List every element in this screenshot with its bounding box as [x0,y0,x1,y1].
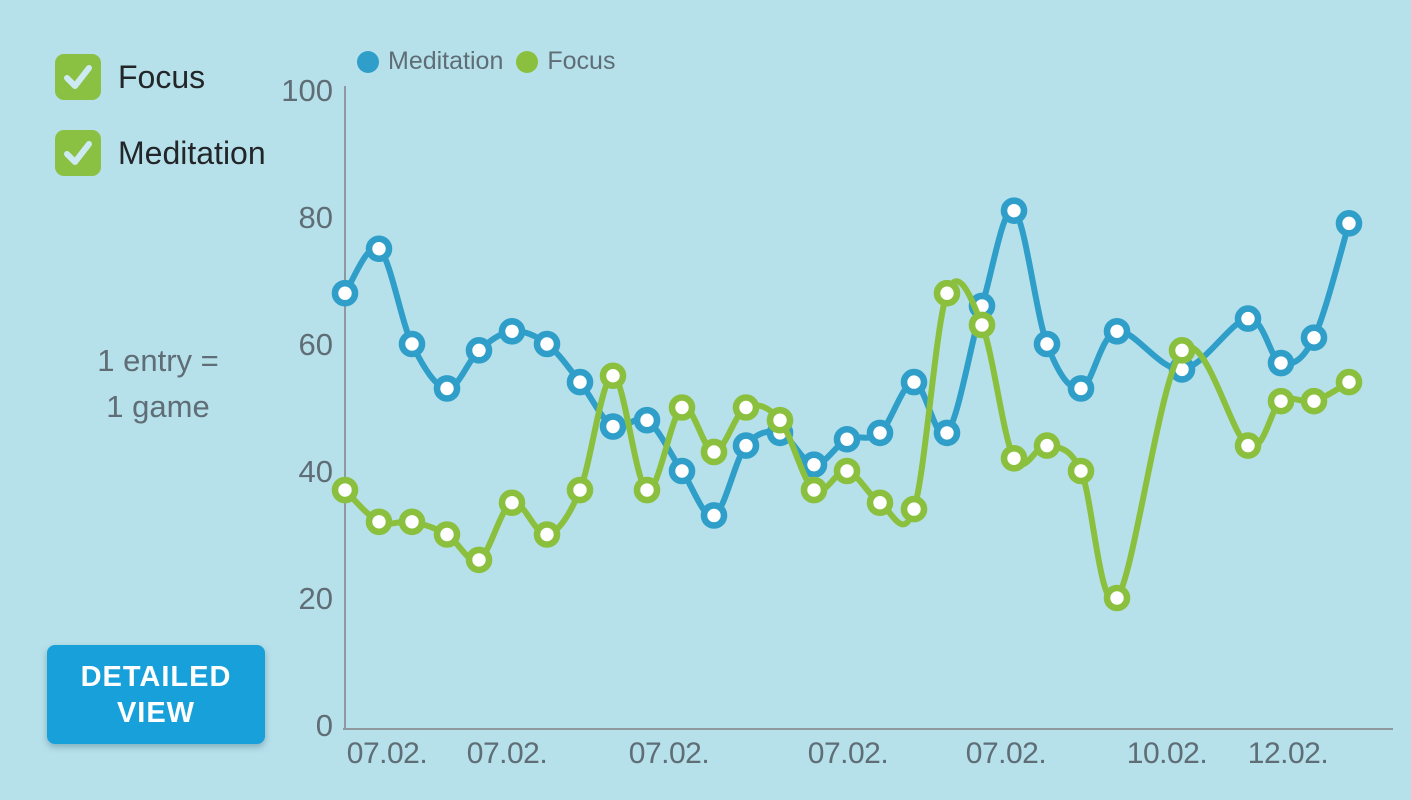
detailed-view-button-line1: DETAILED [80,660,232,693]
legend-item-meditation: Meditation [357,47,503,76]
detailed-view-button-line2: VIEW [116,696,196,729]
svg-text:07.02.: 07.02. [629,737,709,770]
focus-legend-label: Focus [547,47,616,75]
entry-note-line2: 1 game [106,389,210,424]
focus-checkbox-row[interactable]: Focus [55,54,205,100]
svg-text:80: 80 [299,200,333,235]
svg-text:07.02.: 07.02. [808,737,888,770]
chart-legend: Meditation Focus [357,47,628,76]
svg-text:07.02.: 07.02. [467,737,547,770]
svg-text:07.02.: 07.02. [347,737,427,770]
svg-text:0: 0 [316,708,333,743]
focus-checkbox-label: Focus [118,58,206,95]
svg-text:12.02.: 12.02. [1248,737,1328,770]
entry-note: 1 entry = 1 game [58,338,258,430]
focus-legend-dot-icon [516,50,539,73]
meditation-legend-dot-icon [357,50,379,73]
legend-item-focus: Focus [516,47,615,76]
checkmark-icon [64,65,92,89]
focus-checkbox[interactable] [55,54,101,100]
svg-text:60: 60 [299,327,333,362]
svg-text:10.02.: 10.02. [1127,737,1207,770]
meditation-checkbox[interactable] [55,130,101,176]
svg-text:40: 40 [299,454,333,489]
svg-text:20: 20 [299,581,333,616]
svg-text:100: 100 [281,73,333,108]
svg-text:07.02.: 07.02. [966,737,1046,770]
detailed-view-button[interactable]: DETAILED VIEW [47,645,265,744]
entry-note-line1: 1 entry = [97,343,219,378]
meditation-legend-label: Meditation [388,47,504,75]
meditation-checkbox-label: Meditation [118,134,266,171]
meditation-checkbox-row[interactable]: Meditation [55,130,266,176]
checkmark-icon [64,141,92,165]
